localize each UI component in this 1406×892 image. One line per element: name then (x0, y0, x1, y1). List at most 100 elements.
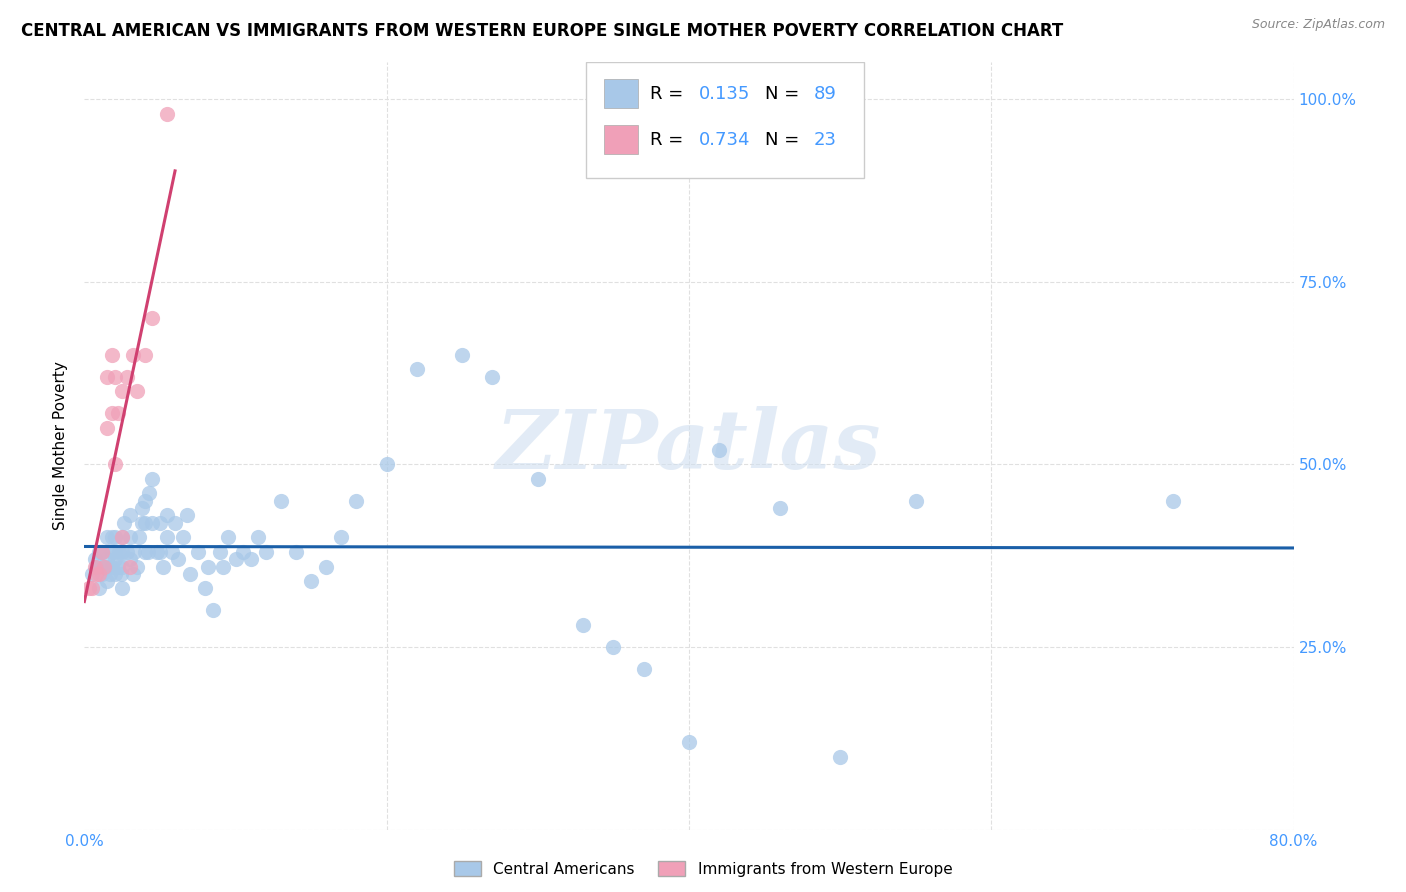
Point (285, 545, 308, 559)
Point (232, 545, 254, 559)
Point (160, 545, 183, 559)
Point (527, 472, 550, 486)
Text: 0.734: 0.734 (699, 131, 751, 149)
Text: R =: R = (650, 131, 689, 149)
Point (769, 501, 792, 516)
Point (152, 559, 174, 574)
Point (146, 545, 169, 559)
Point (93, 559, 115, 574)
Point (110, 566, 132, 581)
Point (254, 545, 277, 559)
Point (315, 559, 337, 574)
Point (107, 559, 129, 574)
Point (96, 369, 118, 384)
Point (138, 486, 160, 500)
Point (179, 566, 201, 581)
Point (149, 545, 172, 559)
Point (104, 566, 127, 581)
Point (100, 406, 122, 420)
Point (96, 552, 118, 566)
Point (96, 574, 118, 589)
Point (89, 545, 111, 559)
Point (134, 493, 156, 508)
Point (678, 735, 700, 749)
Legend: Central Americans, Immigrants from Western Europe: Central Americans, Immigrants from Weste… (446, 853, 960, 884)
Point (100, 559, 122, 574)
Point (111, 530, 134, 544)
Point (121, 566, 143, 581)
Point (346, 493, 368, 508)
Point (122, 545, 145, 559)
Point (136, 545, 159, 559)
Text: CENTRAL AMERICAN VS IMMIGRANTS FROM WESTERN EUROPE SINGLE MOTHER POVERTY CORRELA: CENTRAL AMERICAN VS IMMIGRANTS FROM WEST… (21, 22, 1063, 40)
Point (118, 552, 141, 566)
Point (89, 566, 111, 581)
Point (84, 552, 107, 566)
FancyBboxPatch shape (586, 62, 865, 178)
Point (111, 384, 134, 399)
Bar (605, 79, 638, 109)
Point (830, 749, 852, 764)
Text: ZIPatlas: ZIPatlas (496, 406, 882, 486)
Text: 23: 23 (814, 131, 837, 149)
Point (141, 311, 163, 326)
Point (633, 662, 655, 676)
Point (1161, 493, 1184, 508)
Point (165, 516, 187, 530)
Bar (605, 126, 638, 154)
Point (131, 516, 153, 530)
Point (141, 516, 163, 530)
Text: N =: N = (765, 85, 806, 103)
Point (80, 566, 103, 581)
Point (481, 369, 503, 384)
Point (299, 574, 322, 589)
Point (104, 552, 127, 566)
Point (104, 545, 127, 559)
Point (96, 421, 118, 435)
Point (86, 559, 108, 574)
Point (98, 566, 121, 581)
Point (709, 442, 731, 457)
Point (451, 348, 474, 362)
Point (100, 530, 122, 544)
Point (156, 508, 179, 523)
Point (131, 501, 153, 516)
Point (111, 582, 134, 596)
Text: N =: N = (765, 131, 806, 149)
Point (91, 566, 114, 581)
Point (80, 582, 103, 596)
Point (217, 530, 239, 544)
Point (209, 545, 232, 559)
Point (194, 582, 217, 596)
Point (84, 559, 107, 574)
Point (134, 545, 156, 559)
Point (111, 530, 134, 544)
Point (270, 493, 292, 508)
Point (134, 348, 156, 362)
Point (118, 559, 141, 574)
Text: 0.135: 0.135 (699, 85, 749, 103)
Point (118, 508, 141, 523)
Point (128, 530, 150, 544)
Y-axis label: Single Mother Poverty: Single Mother Poverty (53, 361, 69, 531)
Point (330, 530, 353, 544)
Point (406, 362, 429, 376)
Point (375, 457, 398, 471)
Point (187, 545, 209, 559)
Point (156, 106, 179, 120)
Text: Source: ZipAtlas.com: Source: ZipAtlas.com (1251, 18, 1385, 31)
Point (115, 369, 138, 384)
Point (572, 618, 595, 632)
Point (212, 559, 235, 574)
Point (93, 559, 115, 574)
Point (247, 530, 270, 544)
Point (100, 545, 122, 559)
Point (121, 348, 143, 362)
Point (111, 545, 134, 559)
Point (134, 516, 156, 530)
Point (91, 545, 114, 559)
Point (108, 545, 131, 559)
Point (239, 552, 262, 566)
Point (172, 530, 194, 544)
Point (86, 566, 108, 581)
